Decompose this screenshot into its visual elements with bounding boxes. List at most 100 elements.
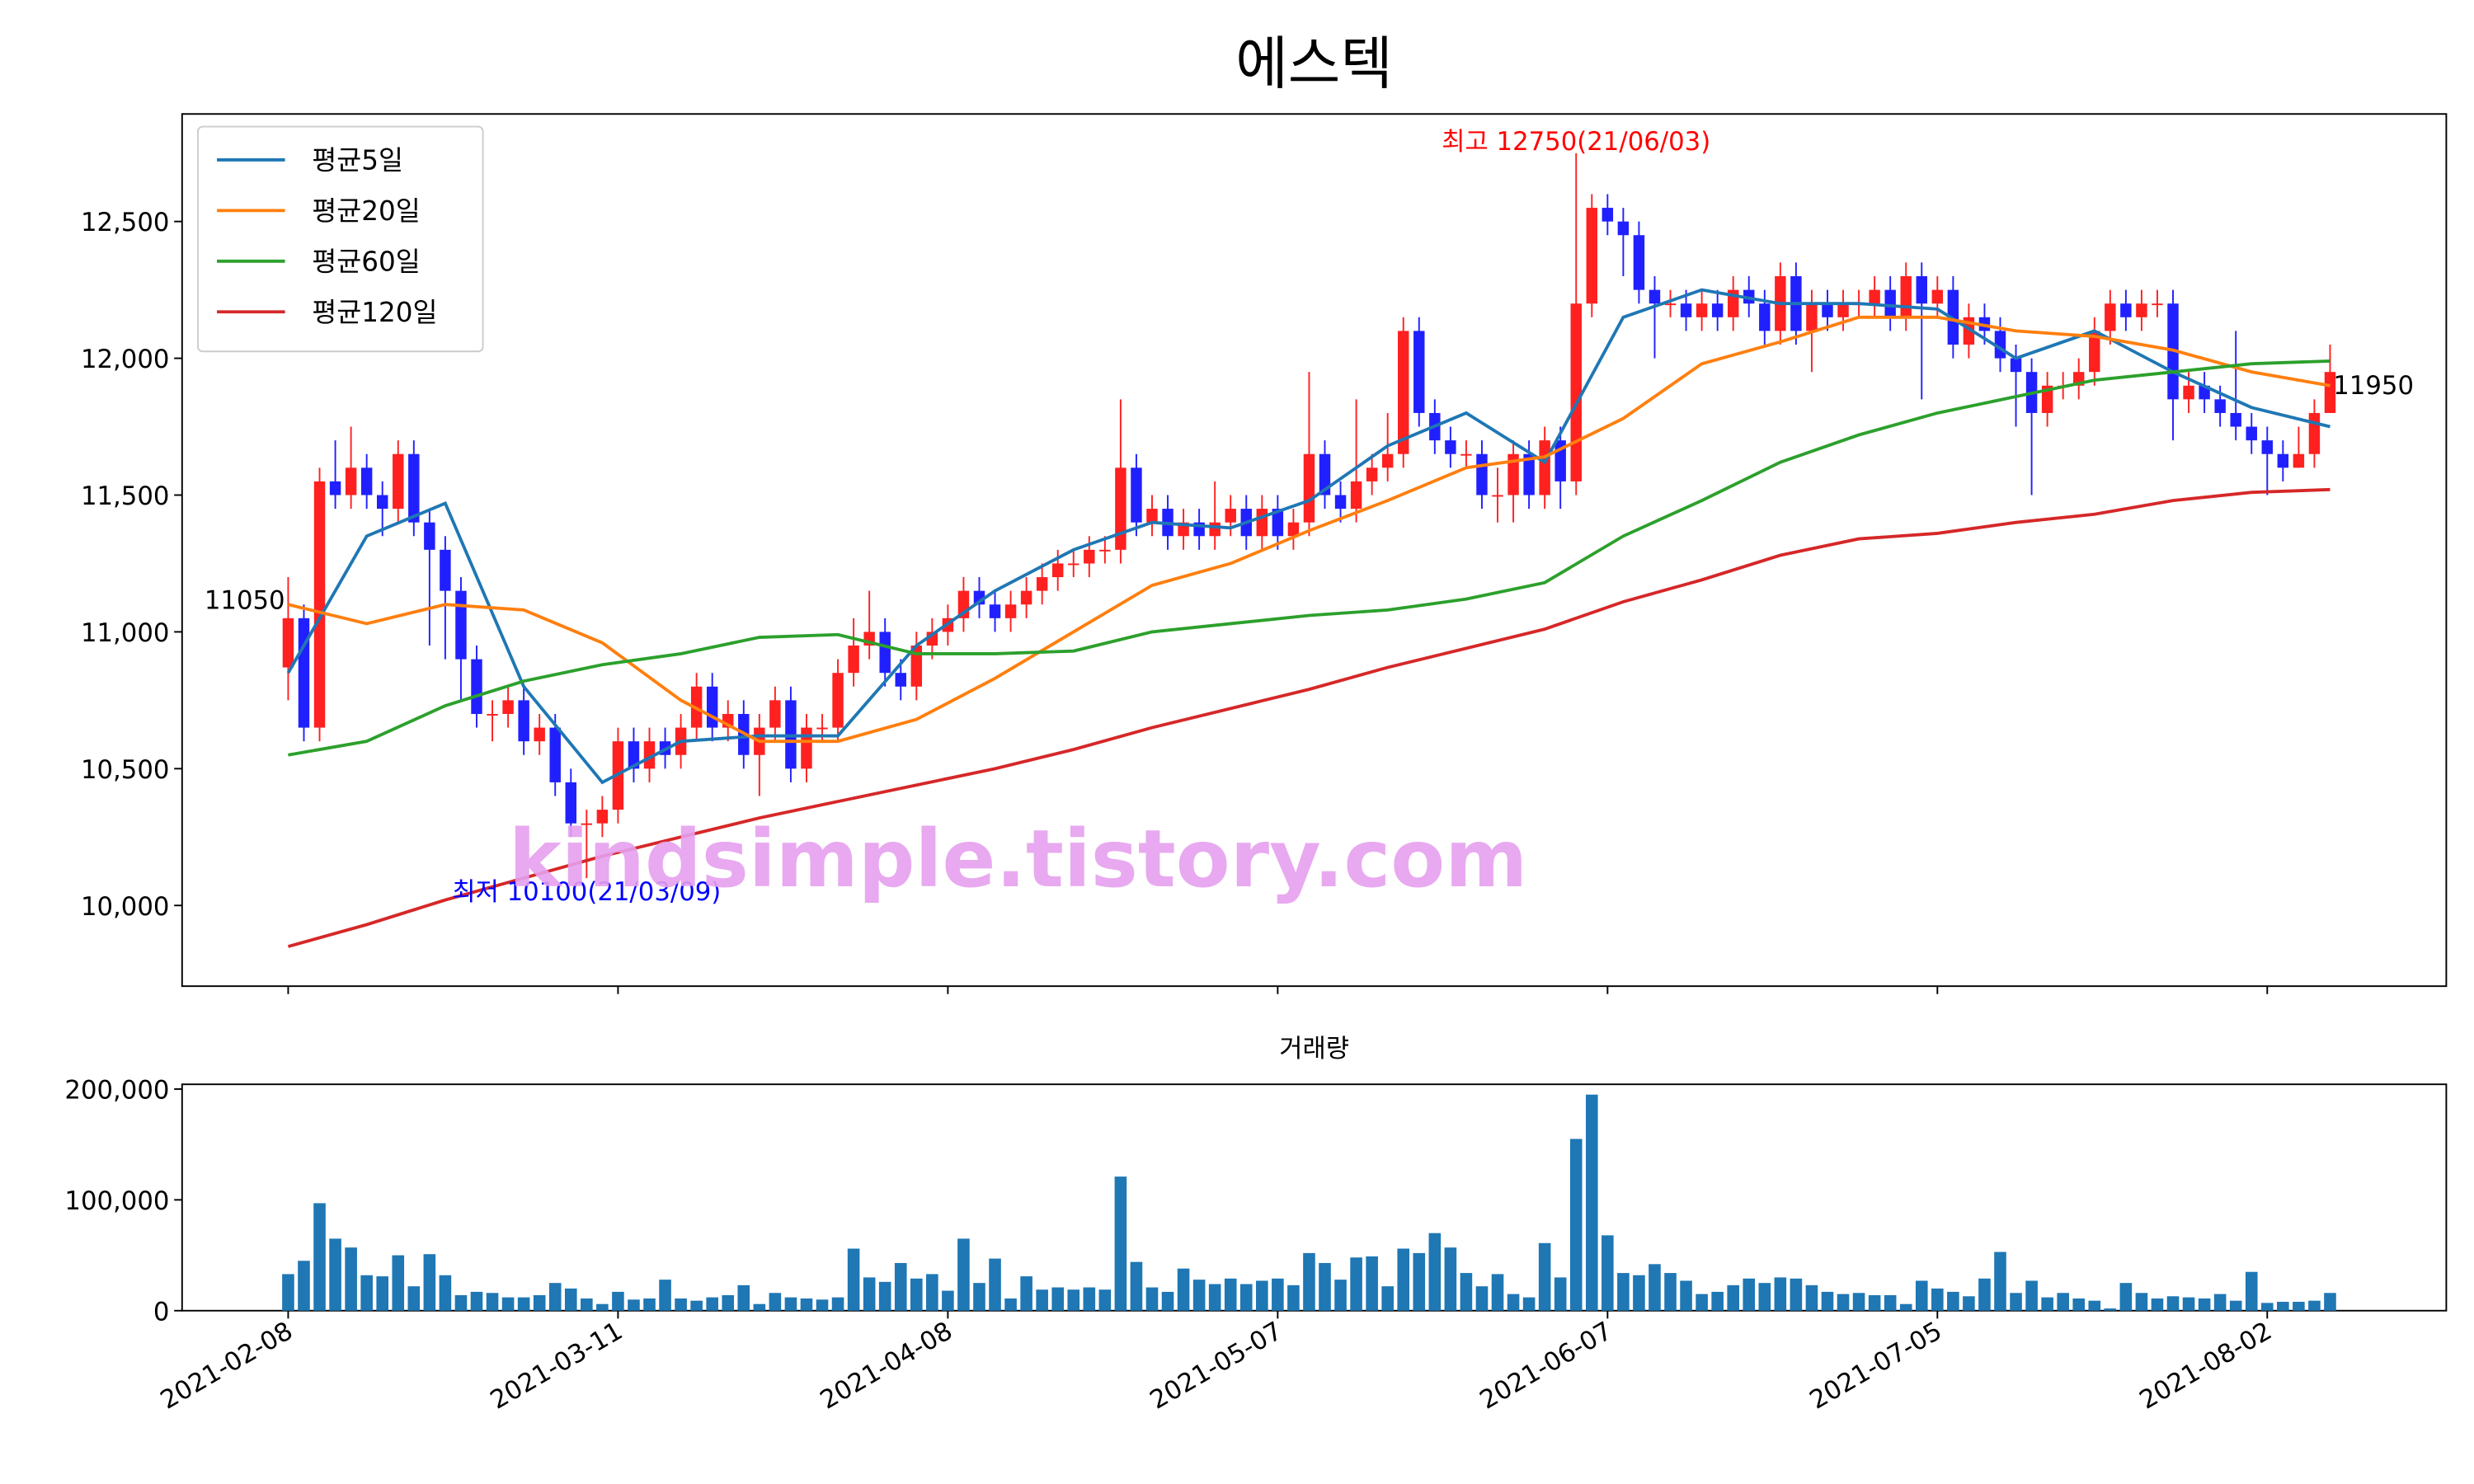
- candle-body: [706, 686, 718, 728]
- volume-bar: [1727, 1284, 1740, 1311]
- volume-bar: [1852, 1293, 1865, 1311]
- volume-bar: [1585, 1094, 1598, 1311]
- candle-body: [313, 481, 326, 728]
- volume-bar: [831, 1297, 844, 1311]
- panel-title: 거래량: [1279, 1034, 1349, 1064]
- legend-label: 평균20일: [312, 195, 421, 227]
- volume-bar: [1868, 1294, 1881, 1311]
- volume-bar: [1036, 1289, 1048, 1311]
- candle-body: [549, 727, 561, 782]
- volume-bar: [1569, 1139, 1583, 1311]
- volume-bar: [1649, 1264, 1661, 1311]
- candle-body: [816, 727, 828, 730]
- volume-bar: [2293, 1302, 2305, 1311]
- candle-body: [487, 713, 498, 716]
- volume-bar: [1460, 1273, 1473, 1311]
- volume-bar: [1161, 1291, 1174, 1311]
- candle-body: [1115, 467, 1126, 550]
- volume-bar: [1899, 1303, 1912, 1311]
- annotation-low: 최저 10100(21/03/09): [452, 877, 721, 907]
- volume-bar: [1366, 1256, 1378, 1311]
- volume-bar: [392, 1255, 405, 1311]
- candle-body: [1916, 276, 1927, 304]
- volume-bar: [1475, 1286, 1489, 1311]
- ma-line: [286, 288, 2331, 785]
- volume-bar: [737, 1284, 750, 1311]
- candle-body: [1036, 577, 1048, 591]
- volume-bar: [989, 1258, 1001, 1311]
- legend-label: 평균60일: [312, 246, 421, 277]
- volume-bar: [470, 1291, 483, 1311]
- volume-bar: [2182, 1297, 2195, 1311]
- volume-bar: [1098, 1289, 1112, 1311]
- candle-body: [518, 700, 529, 742]
- volume-bar: [2260, 1303, 2274, 1311]
- candle-body: [2214, 399, 2226, 413]
- volume-bar: [517, 1297, 530, 1311]
- candle-body: [1225, 509, 1236, 523]
- candle-body: [1711, 303, 1724, 317]
- candle-body: [769, 700, 781, 728]
- candle-body: [1602, 208, 1614, 222]
- candle-body: [2246, 426, 2257, 441]
- candle-body: [2293, 453, 2305, 468]
- volume-bar: [1145, 1287, 1159, 1311]
- candle-body: [1068, 563, 1079, 566]
- volume-bar: [706, 1297, 718, 1311]
- volume-bar: [1963, 1296, 1975, 1311]
- volume-bar: [376, 1276, 389, 1311]
- candle-body: [1869, 289, 1880, 304]
- volume-bar: [345, 1247, 357, 1311]
- candle-body: [2041, 385, 2053, 413]
- volume-bar: [360, 1275, 373, 1311]
- candle-body: [408, 453, 420, 523]
- candle-body: [1366, 467, 1378, 481]
- candle-body: [1931, 289, 1944, 304]
- volume-bar: [612, 1291, 624, 1311]
- volume-bar: [454, 1294, 468, 1311]
- volume-bar: [643, 1298, 656, 1311]
- candle-body: [832, 673, 844, 728]
- candle-body: [1445, 440, 1456, 454]
- candle-body: [455, 590, 467, 660]
- volume-bar: [1774, 1277, 1787, 1311]
- candle-body: [1680, 303, 1692, 317]
- volume-bar: [926, 1274, 938, 1311]
- y-tick-label: 0: [153, 1297, 170, 1327]
- volume-bar: [784, 1297, 797, 1311]
- volume-bar: [298, 1261, 310, 1311]
- candle-body: [393, 453, 404, 510]
- candle-body: [1350, 481, 1362, 510]
- chart-title: 에스텍: [1235, 31, 1393, 97]
- volume-bar: [1381, 1286, 1394, 1311]
- y-tick-label: 12,000: [81, 345, 170, 374]
- candle-body: [1476, 453, 1488, 495]
- volume-bar: [2072, 1298, 2086, 1311]
- volume-bar: [690, 1300, 703, 1311]
- volume-bar: [1067, 1289, 1080, 1311]
- candle-body: [1084, 549, 1095, 564]
- volume-bar: [1680, 1280, 1692, 1311]
- volume-bar: [329, 1238, 341, 1311]
- ma-line: [287, 487, 2331, 948]
- volume-bar: [596, 1303, 609, 1311]
- candle-body: [2105, 303, 2116, 331]
- candle-body: [1334, 495, 1347, 510]
- volume-bar: [1633, 1275, 1645, 1311]
- volume-bar: [847, 1248, 860, 1311]
- candle-body: [2136, 303, 2147, 317]
- candle-body: [1131, 467, 1142, 523]
- candle-body: [2152, 303, 2163, 306]
- candle-body: [329, 481, 341, 495]
- candle-body: [345, 467, 357, 495]
- candle-body: [1099, 549, 1111, 552]
- price-frame: [181, 113, 2448, 988]
- volume-bar: [1491, 1274, 1504, 1311]
- volume-bar: [1444, 1247, 1457, 1311]
- volume-bar: [957, 1238, 970, 1311]
- volume-bar: [2308, 1300, 2321, 1311]
- candle-body: [910, 646, 923, 687]
- volume-bar: [1177, 1268, 1190, 1311]
- candle-body: [1319, 453, 1331, 495]
